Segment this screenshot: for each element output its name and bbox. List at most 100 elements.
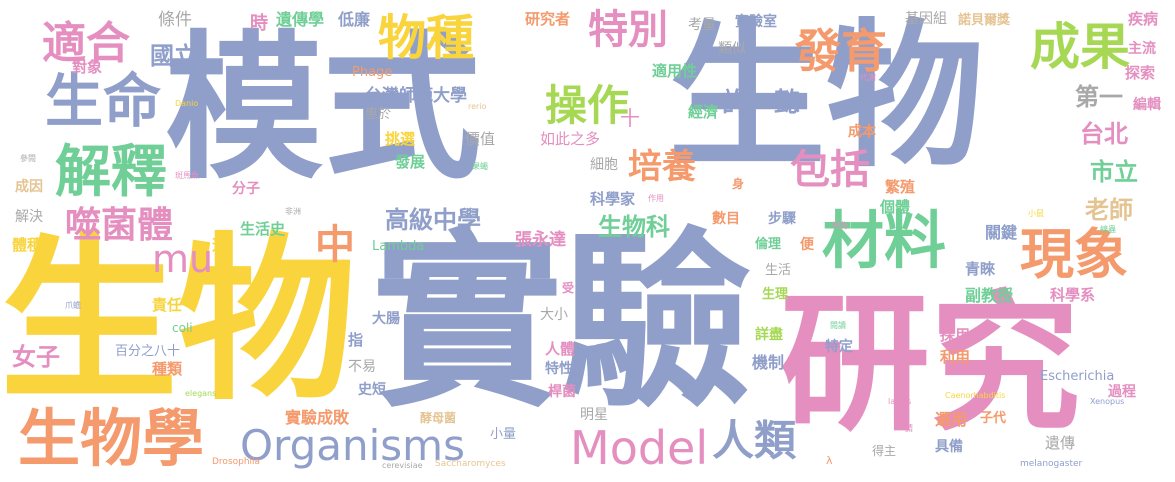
word: 研究 — [780, 278, 1081, 452]
word: Model — [570, 421, 709, 475]
word: 小鼠 — [1028, 209, 1044, 218]
word: 科學系 — [1050, 286, 1096, 304]
word: 台灣師範大學 — [365, 86, 467, 106]
word: 時 — [250, 13, 268, 34]
word: 生物學 — [18, 402, 205, 475]
word: 主流 — [1128, 41, 1156, 57]
word: 培養 — [628, 147, 696, 187]
word: 實驗室 — [735, 14, 777, 30]
word: 科學家 — [590, 190, 636, 208]
word: 生活 — [765, 263, 792, 278]
word: 包括 — [790, 147, 870, 193]
word: 特別 — [588, 7, 668, 53]
word: 編輯 — [1133, 97, 1161, 113]
word: 解決 — [15, 209, 43, 225]
word: 台北 — [1080, 120, 1128, 148]
word: 張永達 — [515, 230, 566, 250]
word: 副教授 — [965, 286, 1014, 305]
word: 明星 — [580, 407, 608, 423]
word: 道 — [212, 236, 228, 254]
word: 價值 — [465, 130, 496, 148]
word: 責任 — [152, 296, 183, 314]
word: 生理 — [762, 287, 789, 302]
word: 斑馬魚 — [175, 171, 199, 180]
word: 便 — [800, 237, 814, 253]
word: 老師 — [1085, 196, 1133, 224]
word: 選用 — [935, 410, 968, 429]
word: 身 — [732, 177, 745, 191]
word: 繁殖 — [885, 178, 916, 196]
word: mu — [152, 237, 214, 281]
word: 小量 — [490, 427, 517, 442]
word: 子代 — [980, 411, 1007, 426]
word: 細胞 — [590, 157, 618, 173]
word: 機制 — [752, 353, 785, 372]
word: 低廉 — [338, 10, 371, 29]
word: 經濟 — [688, 103, 719, 121]
word: 得主 — [872, 444, 897, 458]
word: 生命 — [45, 67, 162, 135]
word: 許一懿 — [722, 88, 801, 118]
word: Organisms — [240, 421, 465, 470]
word: 十 — [620, 106, 640, 130]
word: 女子 — [12, 343, 60, 371]
word: elegans — [185, 389, 217, 398]
word: 採用 — [940, 326, 971, 344]
word: 代謝 — [860, 73, 876, 82]
word: 適合 — [42, 18, 130, 69]
word: 大腸 — [372, 311, 400, 327]
word: 實驗 — [372, 212, 753, 433]
word: 大小 — [540, 307, 568, 323]
word: 青睞 — [965, 260, 996, 278]
word: 利用 — [940, 348, 971, 366]
word: 步驟 — [768, 211, 796, 227]
word: 遺傳 — [1045, 434, 1076, 452]
word: 發展 — [395, 153, 426, 171]
word: 生物 — [0, 217, 356, 424]
word: 史短 — [358, 382, 386, 398]
word: 諾貝爾獎 — [958, 13, 1011, 28]
word: 人體 — [545, 340, 576, 358]
word: 特定 — [825, 339, 853, 355]
word: 考量 — [688, 17, 716, 33]
word: 酵母菌 — [420, 411, 457, 425]
word: 種類 — [152, 360, 183, 378]
word: laevis — [888, 397, 912, 406]
word: 疾病 — [1128, 10, 1159, 28]
word: 成果 — [1030, 18, 1130, 76]
word: 具備 — [935, 439, 963, 455]
word: 不易 — [348, 359, 376, 375]
word: 果蠅 — [472, 162, 488, 171]
word: 現象 — [1020, 223, 1128, 286]
word: 視為 — [832, 221, 848, 230]
word: 非洲 — [285, 207, 301, 216]
word: melanogaster — [1020, 459, 1083, 469]
word: 受 — [562, 281, 575, 295]
word: 分子 — [232, 181, 260, 197]
word: Escherichia — [1040, 369, 1115, 384]
word: 高級中學 — [385, 206, 481, 234]
word: 生物科 — [598, 213, 670, 241]
word: cerevisiae — [382, 461, 423, 470]
word: 個體 — [880, 198, 911, 216]
word: 操作 — [545, 81, 630, 130]
word: Caenorhabditis — [945, 391, 1006, 400]
word: 研究者 — [525, 10, 571, 28]
word: 百分之八十 — [115, 344, 181, 359]
word: 作用 — [648, 194, 664, 203]
word: 線蟲 — [1100, 225, 1116, 234]
word: 第一 — [1075, 83, 1123, 111]
word: 類似 — [718, 41, 746, 57]
word: 桿菌 — [548, 384, 576, 400]
word: 解釋 — [55, 140, 167, 205]
word: 中 — [315, 222, 355, 268]
word: Xenopus — [1090, 397, 1125, 406]
word: 生物 — [668, 5, 984, 189]
word: 倫理 — [755, 237, 782, 252]
word: 生活史 — [240, 220, 286, 238]
word: 市立 — [1090, 158, 1138, 186]
word: 探索 — [1125, 64, 1156, 82]
word: 國立 — [150, 42, 198, 70]
word: Drosophila — [212, 457, 261, 467]
